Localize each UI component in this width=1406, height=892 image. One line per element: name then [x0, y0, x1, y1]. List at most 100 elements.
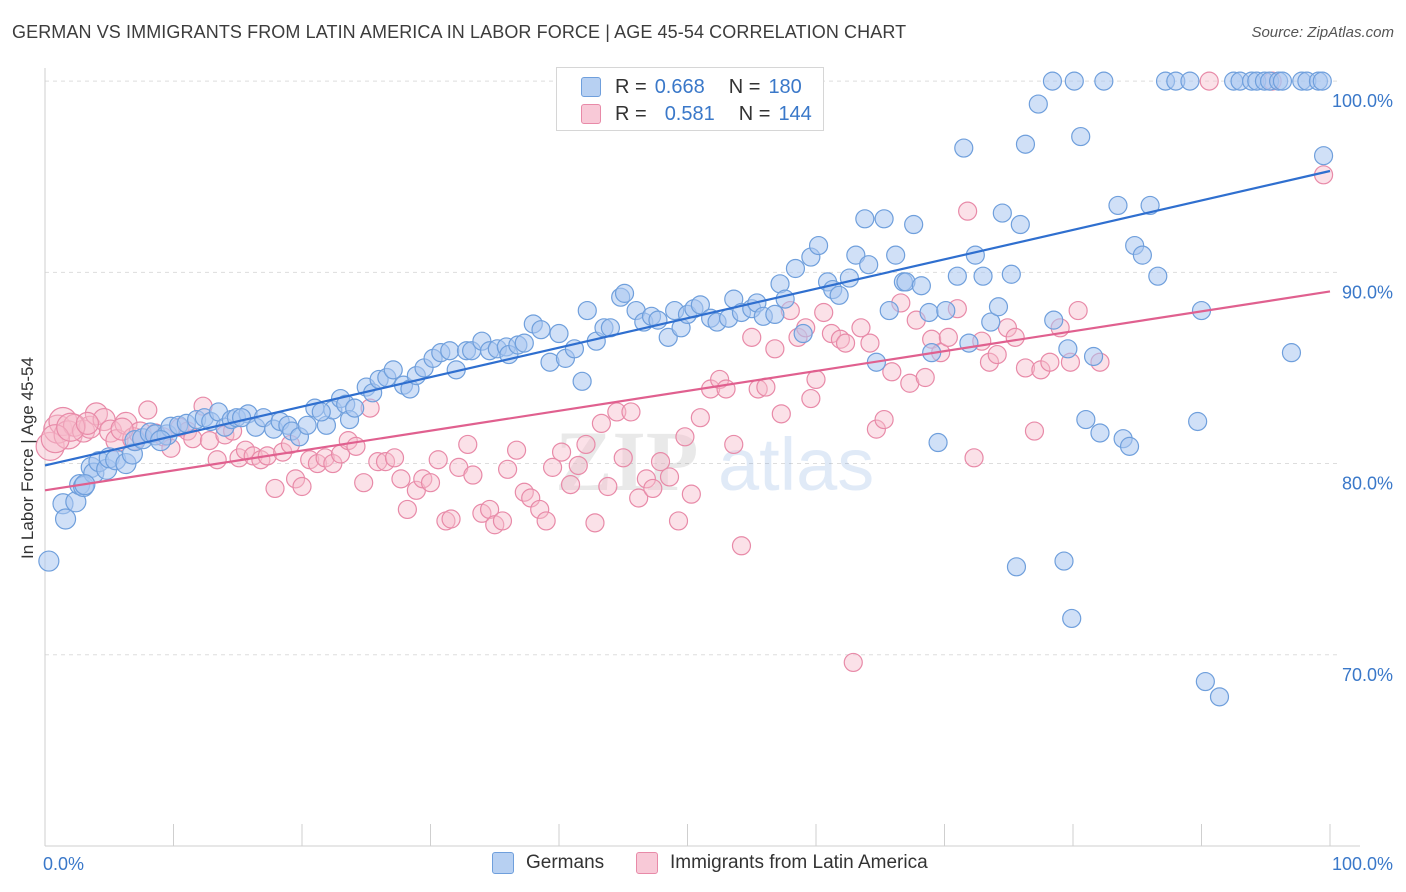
legend-label-latin-america: Immigrants from Latin America — [670, 852, 928, 873]
legend-item-latin-america: Immigrants from Latin America — [636, 852, 928, 874]
latin-america-point — [1199, 71, 1219, 91]
legend-row-latin-america: R = 0.581 N = 144 — [581, 101, 812, 127]
germans-point — [1180, 71, 1200, 91]
y-tick-label: 80.0% — [1342, 474, 1393, 494]
latin-america-point — [1040, 352, 1060, 372]
legend-item-germans: Germans — [492, 852, 604, 874]
latin-america-point — [568, 455, 588, 476]
latin-america-point — [613, 448, 633, 468]
germans-point — [954, 138, 974, 158]
legend-n-label: N = — [728, 75, 761, 98]
latin-america-point — [542, 457, 563, 477]
germans-point — [577, 300, 597, 321]
chart-title: GERMAN VS IMMIGRANTS FROM LATIN AMERICA … — [12, 22, 907, 42]
x-tick-label: 100.0% — [1332, 854, 1393, 874]
germans-point — [1010, 214, 1030, 235]
latin-america-point — [498, 459, 518, 479]
legend-swatch-pink — [581, 104, 601, 124]
legend-r-label: R = — [615, 102, 647, 125]
series-germans-points — [38, 71, 1334, 707]
germans-point — [1062, 608, 1082, 629]
latin-america-point — [731, 536, 752, 556]
latin-america-point — [851, 318, 871, 338]
legend-r-value: 0.581 — [664, 102, 715, 125]
germans-point — [1058, 339, 1078, 359]
germans-point — [981, 312, 1001, 332]
germans-point — [1281, 343, 1302, 363]
germans-point — [690, 295, 710, 315]
germans-point — [1071, 126, 1091, 147]
series-legend: Germans Immigrants from Latin America — [0, 850, 1406, 880]
latin-america-point — [629, 488, 649, 508]
latin-america-point — [78, 415, 102, 439]
latin-america-point — [636, 469, 656, 489]
latin-america-trend-line — [44, 290, 1331, 492]
germans-point — [904, 214, 924, 235]
latin-america-point — [681, 484, 701, 504]
germans-trend-line — [44, 169, 1331, 467]
latin-america-point — [716, 379, 736, 399]
germans-point — [440, 341, 460, 361]
germans-point — [1083, 346, 1104, 367]
germans-point — [658, 327, 678, 347]
x-tick-labels: 0.0% 100.0% — [43, 854, 1393, 874]
latin-america-point — [830, 329, 851, 349]
germans-point — [1028, 94, 1048, 114]
latin-america-point — [997, 318, 1018, 338]
latin-america-point — [207, 450, 227, 470]
latin-america-point — [915, 367, 935, 388]
germans-point — [514, 333, 534, 353]
latin-america-point — [420, 473, 441, 493]
germans-point — [1312, 71, 1332, 91]
germans-point — [311, 402, 331, 422]
series-latin-america-points — [35, 71, 1334, 673]
germans-point — [936, 300, 956, 321]
legend-n-value: 180 — [768, 75, 802, 98]
germans-point — [973, 266, 993, 286]
germans-point — [846, 245, 866, 265]
watermark-zip: ZIP — [555, 413, 698, 509]
latin-america-point — [1015, 358, 1036, 378]
watermark: ZIP atlas — [555, 413, 874, 509]
germans-point — [549, 323, 569, 344]
germans-point — [1272, 71, 1293, 91]
germans-point — [879, 300, 899, 321]
latin-america-point — [576, 434, 596, 455]
legend-swatch-pink — [636, 852, 658, 874]
germans-point — [1188, 411, 1208, 432]
germans-point — [1140, 195, 1160, 216]
latin-america-point — [492, 511, 513, 531]
latin-america-point — [1068, 300, 1088, 321]
latin-america-point — [346, 436, 366, 456]
latin-america-point — [765, 339, 785, 359]
latin-america-point — [458, 434, 478, 455]
latin-america-point — [43, 414, 73, 444]
latin-america-point — [591, 413, 612, 434]
germans-point — [1015, 134, 1036, 154]
germans-point — [531, 320, 551, 340]
germans-point — [345, 398, 365, 418]
latin-america-point — [650, 452, 671, 472]
germans-point — [1001, 264, 1021, 284]
germans-point — [1044, 310, 1064, 330]
latin-america-point — [724, 434, 744, 455]
latin-america-point — [938, 327, 958, 347]
latin-america-point — [668, 511, 689, 531]
latin-america-point — [441, 509, 461, 529]
germans-point — [54, 508, 77, 530]
latin-america-point — [428, 450, 448, 470]
latin-america-point — [964, 448, 984, 468]
germans-point — [383, 360, 403, 380]
latin-america-point — [463, 465, 483, 485]
germans-point — [829, 285, 849, 305]
source-label: Source: ZipAtlas.com — [1251, 24, 1394, 41]
latin-america-point — [710, 369, 730, 390]
latin-america-point — [860, 333, 880, 353]
grid-lines — [45, 80, 1340, 656]
legend-row-germans: R = 0.668 N = 180 — [581, 74, 802, 100]
germans-point — [1108, 195, 1128, 216]
germans-point — [855, 209, 875, 229]
germans-point — [886, 245, 906, 265]
legend-swatch-blue — [581, 77, 601, 97]
